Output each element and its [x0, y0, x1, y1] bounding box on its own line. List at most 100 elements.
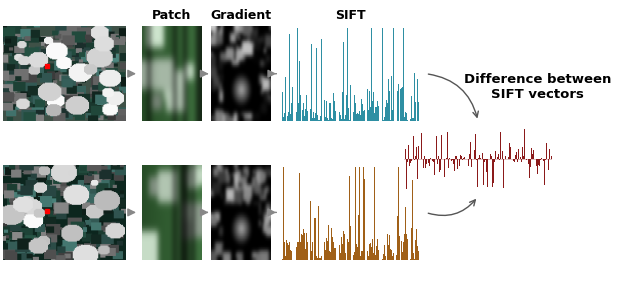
Bar: [341, 237, 342, 260]
Bar: [349, 176, 350, 260]
Bar: [416, 147, 417, 159]
Bar: [317, 115, 318, 121]
Bar: [449, 158, 451, 159]
Bar: [511, 127, 513, 159]
Bar: [329, 251, 330, 260]
Bar: [402, 87, 403, 121]
Bar: [361, 99, 362, 121]
Bar: [301, 234, 302, 260]
Bar: [513, 159, 514, 161]
Bar: [371, 247, 372, 260]
Bar: [345, 115, 346, 121]
Bar: [388, 245, 389, 260]
Bar: [440, 159, 441, 171]
Bar: [415, 156, 416, 159]
Bar: [285, 77, 286, 121]
Bar: [390, 249, 391, 260]
Bar: [316, 256, 317, 260]
Bar: [332, 119, 333, 121]
Bar: [550, 156, 552, 159]
Bar: [451, 159, 452, 161]
Bar: [359, 166, 360, 260]
Bar: [412, 118, 413, 121]
Bar: [372, 239, 373, 260]
Bar: [381, 28, 383, 121]
Bar: [521, 159, 522, 162]
Bar: [355, 166, 356, 260]
Bar: [287, 243, 288, 260]
Bar: [341, 119, 342, 121]
Bar: [414, 259, 415, 260]
Bar: [504, 156, 506, 159]
Bar: [368, 110, 369, 121]
Bar: [304, 233, 305, 260]
Bar: [357, 113, 358, 121]
Bar: [417, 246, 418, 260]
Bar: [364, 110, 365, 121]
Bar: [318, 206, 319, 260]
Bar: [469, 154, 470, 159]
Bar: [515, 155, 516, 159]
Bar: [433, 159, 435, 162]
Bar: [444, 159, 445, 177]
Text: Difference between
SIFT vectors: Difference between SIFT vectors: [464, 73, 611, 101]
Bar: [362, 251, 364, 260]
Bar: [415, 240, 416, 260]
Bar: [498, 154, 499, 159]
Bar: [405, 207, 406, 260]
Bar: [288, 112, 289, 121]
Bar: [334, 101, 335, 121]
Bar: [360, 255, 361, 260]
Bar: [318, 120, 319, 121]
Bar: [491, 156, 492, 159]
Bar: [378, 250, 380, 260]
Bar: [446, 158, 447, 159]
Bar: [488, 158, 490, 159]
Bar: [298, 242, 299, 260]
Bar: [299, 173, 300, 260]
Bar: [348, 242, 349, 260]
Bar: [424, 156, 425, 159]
Bar: [360, 115, 361, 121]
Bar: [373, 92, 374, 121]
Bar: [307, 111, 308, 121]
Bar: [462, 159, 463, 160]
Bar: [370, 243, 371, 260]
Bar: [403, 242, 404, 260]
Bar: [348, 108, 349, 121]
Bar: [546, 143, 547, 159]
Text: SIFT: SIFT: [335, 9, 365, 22]
Bar: [398, 166, 399, 260]
Bar: [401, 88, 402, 121]
Bar: [386, 100, 387, 121]
Bar: [548, 159, 549, 170]
Bar: [375, 108, 376, 121]
Bar: [494, 159, 495, 162]
Bar: [357, 247, 358, 260]
Bar: [537, 159, 538, 174]
Bar: [339, 244, 340, 260]
Bar: [351, 108, 353, 121]
Bar: [390, 120, 391, 121]
Bar: [456, 155, 458, 159]
Bar: [527, 159, 529, 164]
Bar: [334, 249, 335, 260]
Bar: [502, 151, 503, 159]
Bar: [315, 113, 316, 121]
Bar: [361, 251, 362, 260]
Bar: [303, 229, 304, 260]
Bar: [533, 150, 534, 159]
Bar: [391, 250, 392, 260]
Bar: [463, 158, 464, 159]
Bar: [344, 234, 345, 260]
Bar: [369, 244, 370, 260]
Bar: [404, 234, 405, 260]
Bar: [492, 159, 493, 187]
Bar: [414, 73, 415, 121]
Bar: [302, 110, 303, 121]
Bar: [302, 235, 303, 260]
Bar: [305, 109, 307, 121]
Bar: [291, 103, 292, 121]
Bar: [385, 256, 386, 260]
Bar: [530, 159, 531, 167]
